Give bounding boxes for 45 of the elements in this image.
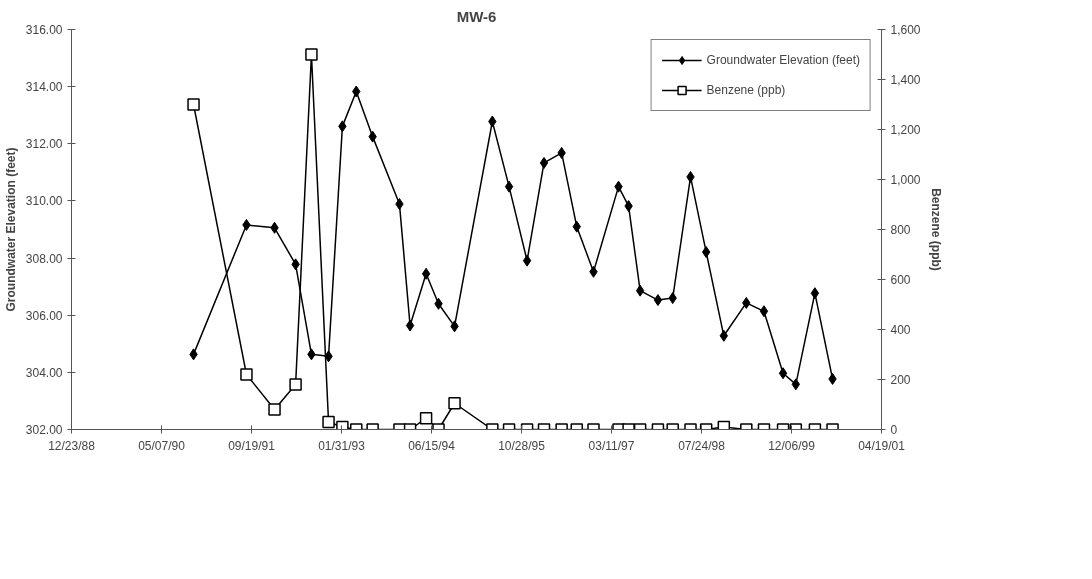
y-tick-label: 312.00 xyxy=(25,137,63,152)
point xyxy=(539,156,549,169)
x-tick-label: 09/19/91 xyxy=(228,438,276,453)
point xyxy=(522,254,532,267)
point xyxy=(405,319,415,332)
y-tick-label: 310.00 xyxy=(25,194,63,209)
y-tick-label: 306.00 xyxy=(25,308,63,323)
point xyxy=(305,48,318,61)
legend-label: Benzene (ppb) xyxy=(706,83,786,97)
y-tick-label: 316.00 xyxy=(25,23,63,37)
x-tick-label: 12/06/99 xyxy=(768,438,816,453)
point xyxy=(759,305,769,318)
point xyxy=(336,420,349,430)
y-axis-title: Groundwater Elevation (feet) xyxy=(3,147,18,312)
y2-tick-label: 0 xyxy=(890,423,898,437)
y2-axis-title: Benzene (ppb) xyxy=(928,188,943,271)
y2-tick-label: 200 xyxy=(890,373,911,387)
y2-tick-label: 1,600 xyxy=(890,23,921,37)
x-tick-label: 12/23/88 xyxy=(48,438,96,453)
point xyxy=(810,287,820,300)
point xyxy=(421,267,431,280)
x-tick-label: 03/11/97 xyxy=(588,438,635,453)
point xyxy=(778,367,788,380)
y2-tick-label: 800 xyxy=(890,223,911,237)
point xyxy=(653,294,663,307)
point xyxy=(504,180,514,193)
x-tick-label: 07/24/98 xyxy=(678,438,726,453)
y2-tick-label: 1,000 xyxy=(890,173,921,187)
y2-tick-label: 1,200 xyxy=(890,123,921,137)
y-tick-label: 302.00 xyxy=(25,423,63,437)
x-tick-label: 10/28/95 xyxy=(498,438,546,453)
y2-tick-label: 400 xyxy=(890,323,911,337)
y-tick-label: 308.00 xyxy=(25,251,63,266)
point xyxy=(187,98,200,111)
x-tick-label: 04/19/01 xyxy=(858,438,906,453)
x-tick-label: 05/07/90 xyxy=(138,438,186,453)
y2-tick-label: 1,400 xyxy=(890,73,921,87)
y2-tick-label: 600 xyxy=(890,273,911,287)
y-tick-label: 304.00 xyxy=(25,365,63,380)
y-tick-label: 314.00 xyxy=(25,80,63,95)
chart-title: MW-6 xyxy=(456,7,497,25)
x-tick-label: 06/15/94 xyxy=(408,438,456,453)
legend-label: Groundwater Elevation (feet) xyxy=(706,53,860,67)
point xyxy=(635,284,645,297)
x-tick-label: 01/31/93 xyxy=(318,438,366,453)
